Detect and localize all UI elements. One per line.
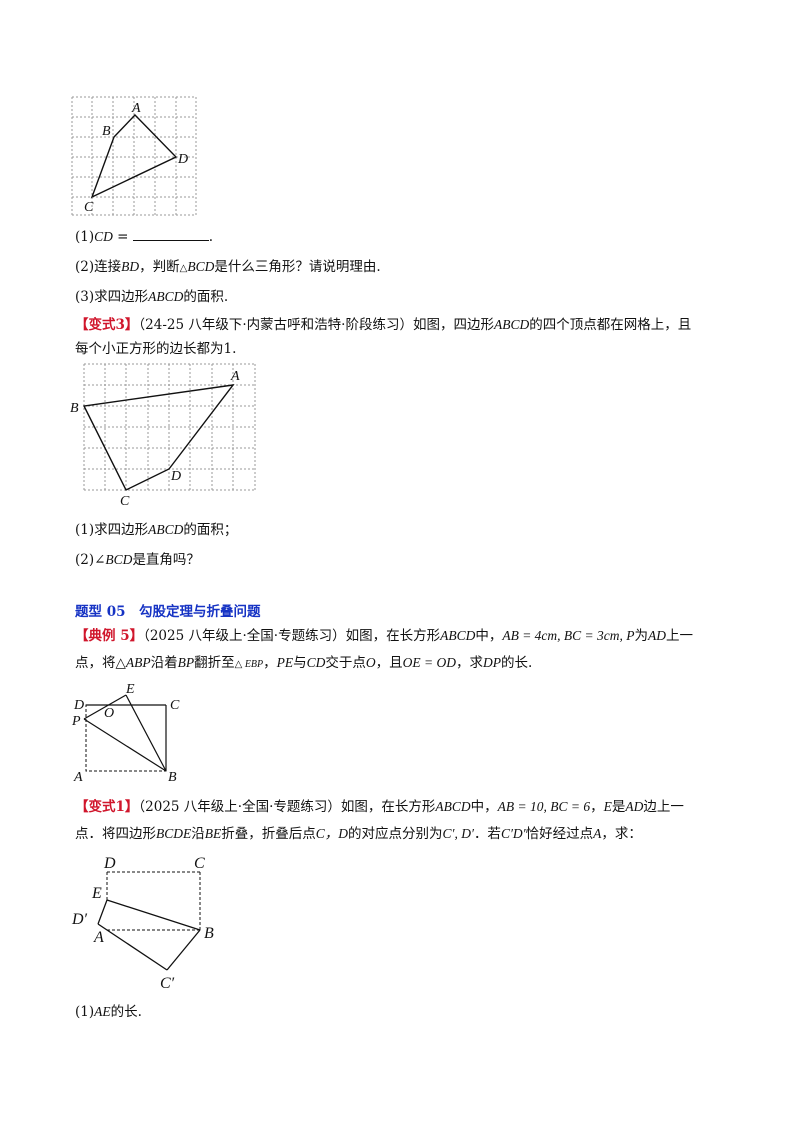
label-p: P [71,714,81,729]
label-b: B [102,124,111,139]
label-a: A [131,101,141,116]
label-a: A [230,369,240,384]
figure-1-grid: A B C D [71,96,197,216]
question-area: (1)求四边形ABCD的面积； [75,522,238,538]
label-d-prime: D′ [71,911,88,928]
question-3: (3)求四边形ABCD的面积. [75,289,229,305]
label-c: C [84,200,94,215]
label-b: B [70,401,79,416]
label-d: D [73,698,84,713]
variant-1-line-2: 点．将四边形BCDE沿BE折叠，折叠后点C，D的对应点分别为C′, D′．若C′… [75,826,642,842]
label-c: C [194,855,205,872]
variant-tag: 【变式3】 [75,317,139,333]
label-d: D [103,855,116,872]
variant-tag: 【变式1】 [75,799,139,815]
label-d: D [170,469,181,484]
question-angle: (2)∠BCD是直角吗？ [75,552,200,568]
question-1: (1)CD = . [75,228,214,245]
label-o: O [104,706,114,721]
label-d: D [177,152,188,167]
label-b: B [168,770,177,785]
variant-3-line-1: 【变式3】（24-25 八年级下·内蒙古呼和浩特·阶段练习）如图，四边形ABCD… [75,317,692,333]
figure-2-grid: A B C D [70,363,256,509]
variant-3-line-2: 每个小正方形的边长都为1. [75,341,237,357]
example-tag: 【典例 5】 [75,628,144,644]
label-c-prime: C′ [160,975,175,992]
quadrilateral-abcd [82,384,235,491]
label-e: E [91,885,102,902]
label-a: A [93,929,104,946]
answer-blank[interactable] [132,228,209,241]
question-2: (2)连接BD，判断△BCD是什么三角形？请说明理由. [75,259,381,275]
example-5-line-1: 【典例 5】（2025 八年级上·全国·专题练习）如图，在长方形ABCD中，AB… [75,628,694,644]
label-c: C [170,698,180,713]
question-ae: (1)AE的长. [75,1004,142,1020]
quadrilateral-abcd [90,113,178,199]
label-a: A [73,770,83,785]
figure-3-fold: D E C O P A B [71,682,180,785]
label-b: B [204,925,214,942]
variant-1-line-1: 【变式1】（2025 八年级上·全国·专题练习）如图，在长方形ABCD中，AB … [75,799,684,815]
figure-4-fold: D C E D′ A B C′ [71,855,214,992]
example-5-line-2: 点，将△ABP沿着BP翻折至△ EBP，PE与CD交于点O，且OE = OD，求… [75,655,533,671]
section-heading: 题型 05 勾股定理与折叠问题 [75,604,261,620]
label-c: C [120,494,130,509]
label-e: E [125,682,135,697]
